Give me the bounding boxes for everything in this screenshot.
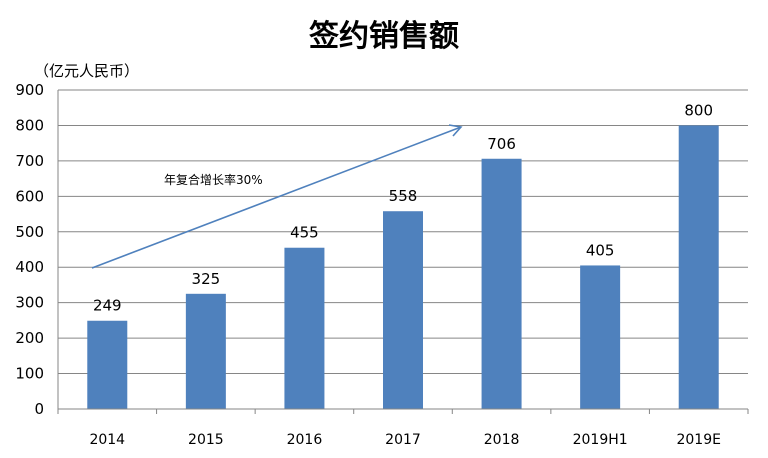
x-tick-labels: 2014 2015 2016 2017 2018 2019H1 2019E bbox=[89, 432, 720, 448]
y-tick-label: 200 bbox=[15, 329, 44, 347]
y-tick-label: 900 bbox=[15, 81, 44, 99]
y-tick-label: 800 bbox=[15, 116, 44, 134]
bar bbox=[678, 125, 719, 409]
bar bbox=[87, 320, 128, 409]
bars bbox=[87, 125, 719, 409]
bar bbox=[284, 247, 325, 409]
growth-annotation-text: 年复合增长率30% bbox=[164, 172, 263, 187]
axes bbox=[57, 90, 749, 414]
growth-arrow bbox=[91, 126, 462, 269]
data-labels: 249 325 455 558 706 405 800 bbox=[93, 101, 713, 314]
data-label: 405 bbox=[586, 241, 615, 259]
bar bbox=[185, 293, 226, 409]
y-tick-label: 300 bbox=[15, 294, 44, 312]
x-tick-label: 2015 bbox=[188, 432, 224, 448]
x-tick-label: 2017 bbox=[385, 432, 421, 448]
x-tick-label: 2016 bbox=[287, 432, 323, 448]
x-tick-label: 2019E bbox=[676, 432, 720, 448]
bar bbox=[481, 158, 522, 409]
y-tick-label: 400 bbox=[15, 258, 44, 276]
data-label: 706 bbox=[487, 135, 516, 153]
data-label: 325 bbox=[192, 270, 221, 288]
y-tick-label: 700 bbox=[15, 152, 44, 170]
data-label: 800 bbox=[684, 101, 713, 119]
y-axis-unit-label: （亿元人民币） bbox=[34, 62, 139, 80]
x-tick-label: 2014 bbox=[89, 432, 125, 448]
x-tick-label: 2019H1 bbox=[573, 432, 628, 448]
growth-annotation: 年复合增长率30% bbox=[91, 124, 463, 269]
y-tick-label: 0 bbox=[34, 400, 44, 418]
y-tick-labels: 0 100 200 300 400 500 600 700 800 900 bbox=[15, 81, 44, 418]
data-label: 455 bbox=[290, 224, 319, 242]
chart-title: 签约销售额 bbox=[309, 19, 459, 54]
bar bbox=[383, 211, 423, 409]
y-tick-label: 500 bbox=[15, 223, 44, 241]
data-label: 249 bbox=[93, 297, 122, 315]
y-tick-label: 100 bbox=[15, 365, 44, 383]
bar bbox=[580, 265, 621, 409]
data-label: 558 bbox=[389, 187, 418, 205]
growth-arrow-head bbox=[448, 124, 463, 137]
y-tick-label: 600 bbox=[15, 187, 44, 205]
x-tick-label: 2018 bbox=[484, 432, 520, 448]
